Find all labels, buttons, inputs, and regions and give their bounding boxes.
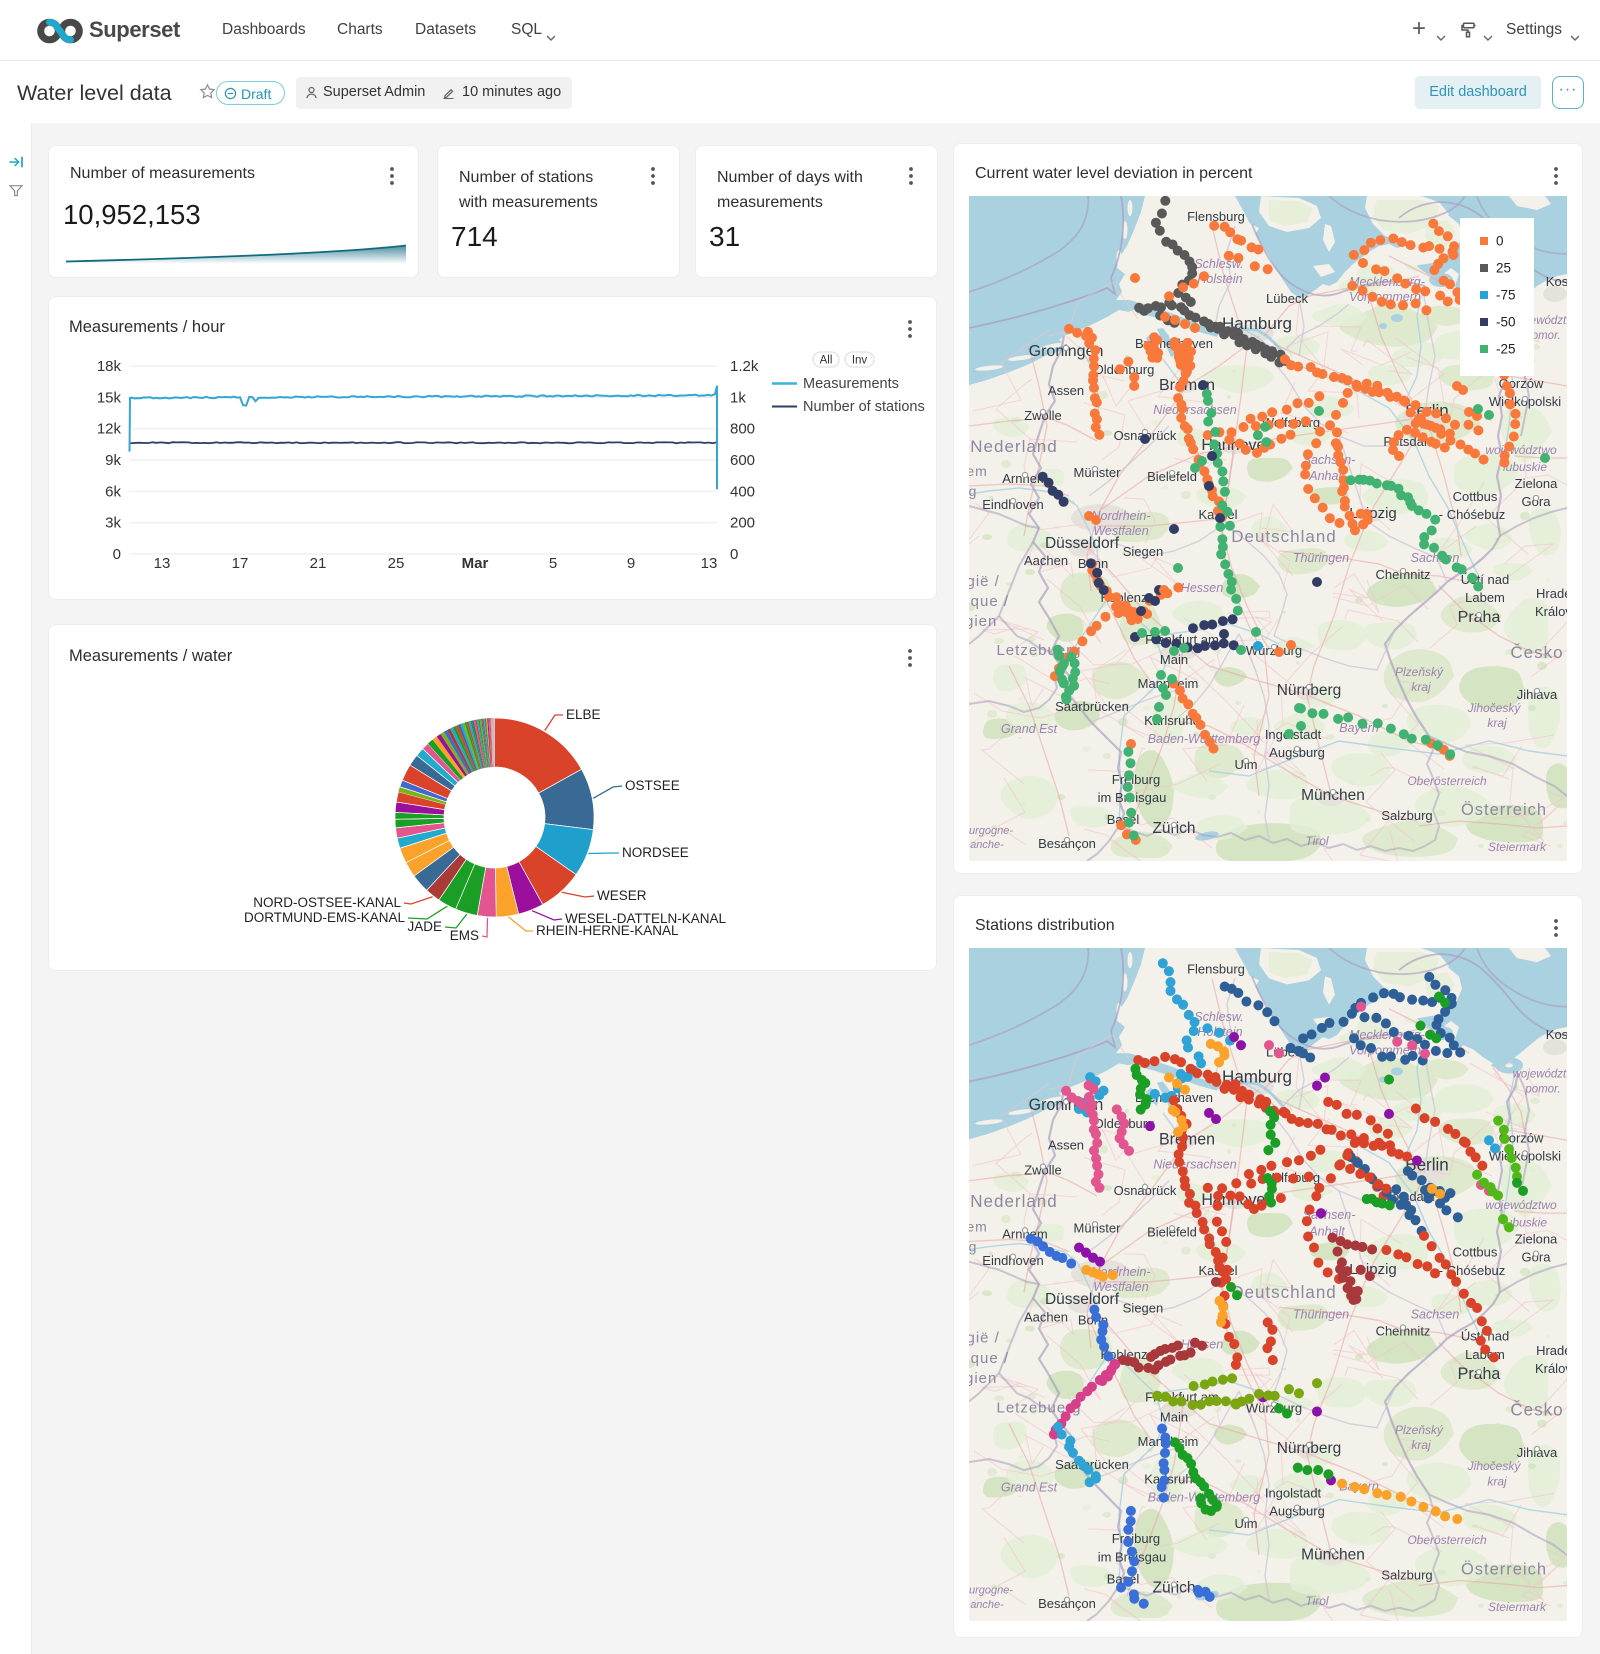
svg-text:12k: 12k (97, 421, 122, 438)
svg-text:1k: 1k (730, 389, 746, 406)
svg-text:DORTMUND-EMS-KANAL: DORTMUND-EMS-KANAL (244, 910, 406, 925)
svg-text:Inv: Inv (852, 355, 868, 367)
svg-text:0: 0 (113, 546, 121, 563)
svg-text:All: All (820, 355, 833, 367)
svg-text:WESEL-DATTELN-KANAL: WESEL-DATTELN-KANAL (565, 911, 727, 926)
svg-text:ELBE: ELBE (566, 707, 601, 722)
svg-text:3k: 3k (105, 515, 121, 532)
svg-text:NORD-OSTSEE-KANAL: NORD-OSTSEE-KANAL (253, 895, 401, 910)
svg-text:EMS: EMS (450, 928, 479, 943)
svg-text:RHEIN-HERNE-KANAL: RHEIN-HERNE-KANAL (536, 923, 679, 938)
svg-text:Number of stations: Number of stations (803, 399, 925, 415)
svg-text:JADE: JADE (407, 919, 442, 934)
svg-text:9k: 9k (105, 452, 121, 469)
svg-text:6k: 6k (105, 483, 121, 500)
svg-text:0: 0 (730, 546, 738, 563)
svg-text:-25: -25 (1496, 342, 1516, 357)
svg-text:NORDSEE: NORDSEE (622, 845, 689, 860)
svg-text:200: 200 (730, 515, 755, 532)
svg-text:800: 800 (730, 421, 755, 438)
svg-text:WESER: WESER (597, 888, 647, 903)
svg-text:Measurements: Measurements (803, 376, 899, 392)
svg-text:21: 21 (310, 555, 327, 572)
svg-text:18k: 18k (97, 358, 122, 375)
svg-text:0: 0 (1496, 234, 1504, 249)
svg-text:13: 13 (154, 555, 171, 572)
svg-text:-50: -50 (1496, 315, 1516, 330)
svg-text:5: 5 (549, 555, 557, 572)
svg-text:25: 25 (1496, 261, 1511, 276)
svg-text:1.2k: 1.2k (730, 358, 759, 375)
svg-text:Mar: Mar (462, 555, 489, 572)
svg-text:17: 17 (232, 555, 249, 572)
svg-text:9: 9 (627, 555, 635, 572)
svg-text:25: 25 (388, 555, 405, 572)
svg-text:-75: -75 (1496, 288, 1516, 303)
svg-text:13: 13 (701, 555, 718, 572)
svg-text:600: 600 (730, 452, 755, 469)
svg-text:400: 400 (730, 483, 755, 500)
svg-text:OSTSEE: OSTSEE (625, 778, 680, 793)
svg-text:15k: 15k (97, 389, 122, 406)
